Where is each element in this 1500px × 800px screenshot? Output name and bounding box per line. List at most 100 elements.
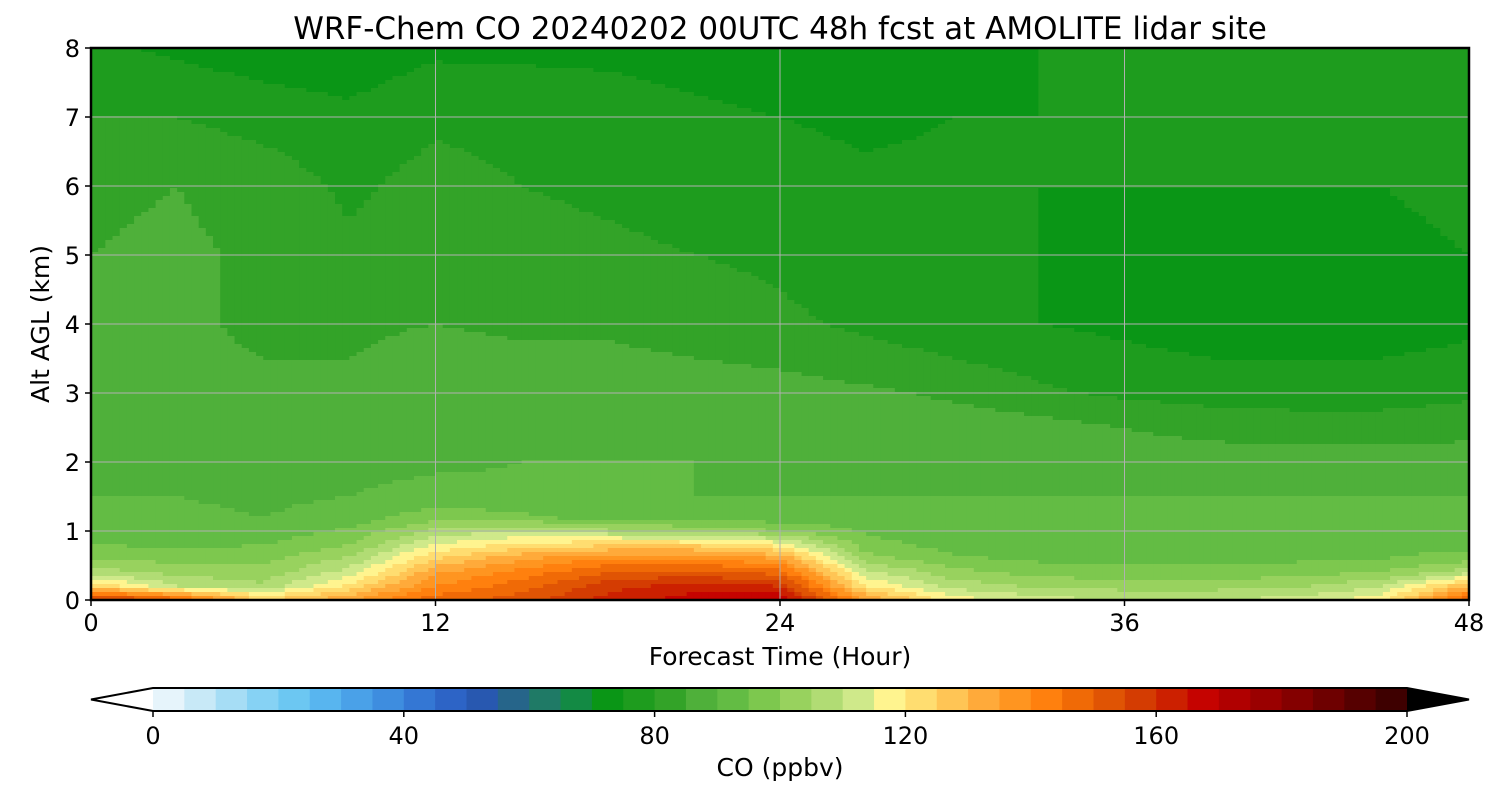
field-cell (916, 68, 924, 73)
field-cell (471, 112, 479, 117)
field-cell (665, 92, 673, 97)
field-cell (644, 100, 652, 105)
field-cell (364, 148, 372, 153)
field-cell (880, 112, 888, 117)
field-cell (436, 52, 444, 57)
field-cell (959, 112, 967, 117)
field-cell (916, 92, 924, 97)
field-cell (766, 92, 774, 97)
field-cell (701, 68, 709, 73)
field-cell (500, 76, 508, 81)
field-cell (945, 100, 953, 105)
field-cell (945, 132, 953, 137)
field-cell (586, 68, 594, 73)
field-cell (924, 72, 932, 77)
field-cell (1081, 120, 1089, 125)
field-cell (457, 96, 465, 101)
field-cell (471, 80, 479, 85)
field-cell (751, 120, 759, 125)
field-cell (1311, 132, 1319, 137)
field-cell (974, 96, 982, 101)
field-cell (773, 92, 781, 97)
field-cell (1361, 108, 1369, 113)
field-cell (859, 80, 867, 85)
field-cell (1455, 84, 1463, 89)
field-cell (909, 108, 917, 113)
field-cell (823, 56, 831, 61)
field-cell (622, 136, 630, 141)
field-cell (536, 80, 544, 85)
field-cell (313, 144, 321, 149)
field-cell (787, 84, 795, 89)
field-cell (694, 128, 702, 133)
field-cell (1089, 64, 1097, 69)
field-cell (1132, 84, 1140, 89)
field-cell (306, 136, 314, 141)
field-cell (1282, 72, 1290, 77)
field-cell (1103, 120, 1111, 125)
field-cell (816, 128, 824, 133)
field-cell (299, 108, 307, 113)
field-cell (672, 88, 680, 93)
field-cell (1275, 76, 1283, 81)
field-cell (694, 60, 702, 65)
field-cell (694, 88, 702, 93)
field-cell (1275, 64, 1283, 69)
field-cell (1290, 52, 1298, 57)
field-cell (1404, 68, 1412, 73)
field-cell (263, 132, 271, 137)
field-cell (845, 120, 853, 125)
field-cell (924, 108, 932, 113)
field-cell (1175, 100, 1183, 105)
field-cell (256, 128, 264, 133)
field-cell (902, 76, 910, 81)
field-cell (1081, 100, 1089, 105)
field-cell (895, 56, 903, 61)
field-cell (141, 56, 149, 61)
field-cell (809, 60, 817, 65)
field-cell (1412, 120, 1420, 125)
field-cell (1146, 128, 1154, 133)
field-cell (751, 144, 759, 149)
field-cell (242, 140, 250, 145)
field-cell (1426, 72, 1434, 77)
field-cell (751, 80, 759, 85)
field-cell (371, 148, 379, 153)
field-cell (1261, 148, 1269, 153)
field-cell (830, 120, 838, 125)
field-cell (493, 124, 501, 129)
field-cell (1383, 136, 1391, 141)
field-cell (888, 60, 896, 65)
field-cell (536, 112, 544, 117)
field-cell (256, 80, 264, 85)
field-cell (184, 96, 192, 101)
field-cell (723, 100, 731, 105)
field-cell (1412, 76, 1420, 81)
field-cell (995, 72, 1003, 77)
field-cell (457, 88, 465, 93)
field-cell (378, 112, 386, 117)
field-cell (909, 96, 917, 101)
field-cell (249, 56, 257, 61)
field-cell (1038, 140, 1046, 145)
field-cell (708, 124, 716, 129)
field-cell (974, 136, 982, 141)
field-cell (880, 132, 888, 137)
field-cell (98, 104, 106, 109)
field-cell (1390, 84, 1398, 89)
field-cell (1182, 52, 1190, 57)
field-cell (206, 104, 214, 109)
field-cell (400, 108, 408, 113)
field-cell (342, 108, 350, 113)
field-cell (1196, 56, 1204, 61)
field-cell (1225, 72, 1233, 77)
field-cell (500, 124, 508, 129)
field-cell (170, 88, 178, 93)
field-cell (1203, 148, 1211, 153)
field-cell (1440, 56, 1448, 61)
field-cell (974, 52, 982, 57)
field-cell (1038, 132, 1046, 137)
field-cell (141, 104, 149, 109)
field-cell (1311, 140, 1319, 145)
field-cell (658, 100, 666, 105)
